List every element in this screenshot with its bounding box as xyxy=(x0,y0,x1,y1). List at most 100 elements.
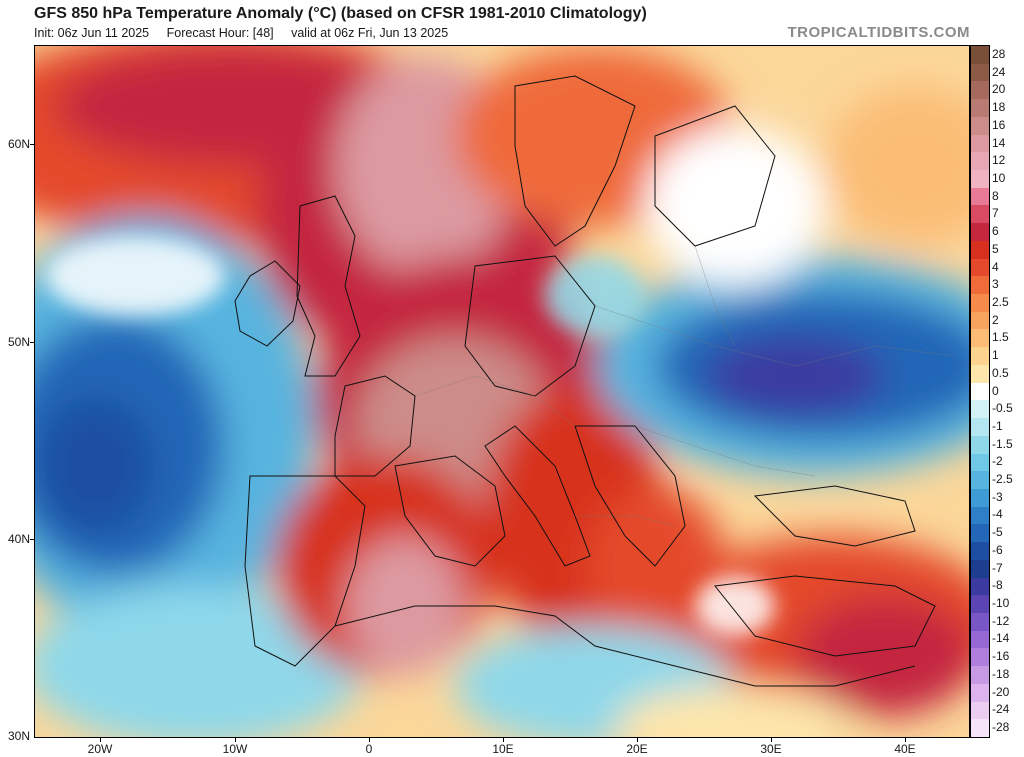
lon-label-20w: 20W xyxy=(87,742,113,756)
colorbar-swatch xyxy=(971,81,989,100)
colorbar-swatch xyxy=(971,418,989,437)
lat-label-60n: 60N xyxy=(7,137,30,151)
colorbar-label: -2 xyxy=(992,454,1003,469)
colorbar-swatch xyxy=(971,382,989,401)
colorbar-swatch xyxy=(971,577,989,596)
colorbar-label: -24 xyxy=(992,702,1010,717)
colorbar-label: 24 xyxy=(992,64,1006,79)
lon-label-20e: 20E xyxy=(626,742,648,756)
colorbar-swatch xyxy=(971,187,989,206)
colorbar-label: -8 xyxy=(992,578,1003,593)
anomaly-map xyxy=(34,45,970,738)
colorbar-label: 6 xyxy=(992,224,999,239)
colorbar-label: -0.5 xyxy=(992,401,1013,416)
colorbar-label: 5 xyxy=(992,241,999,256)
colorbar-swatch xyxy=(971,666,989,685)
colorbar-label: 14 xyxy=(992,135,1006,150)
colorbar-label: 1 xyxy=(992,348,999,363)
colorbar-swatch xyxy=(971,701,989,720)
lon-label-10w: 10W xyxy=(222,742,248,756)
colorbar-swatch xyxy=(971,311,989,330)
lon-tick xyxy=(369,738,370,742)
lon-tick xyxy=(905,738,906,742)
colorbar-swatch xyxy=(971,99,989,118)
lon-tick xyxy=(503,738,504,742)
lat-tick xyxy=(30,342,34,343)
colorbar-label: -7 xyxy=(992,560,1003,575)
colorbar-label: 12 xyxy=(992,153,1006,168)
colorbar-label: -10 xyxy=(992,596,1010,611)
colorbar-swatch xyxy=(971,506,989,525)
colorbar-swatch xyxy=(971,223,989,242)
colorbar-label: 8 xyxy=(992,188,999,203)
colorbar-label: 28 xyxy=(992,47,1006,61)
colorbar-swatch xyxy=(971,347,989,366)
lat-tick xyxy=(30,144,34,145)
colorbar xyxy=(970,45,990,738)
colorbar-swatch xyxy=(971,276,989,295)
colorbar-label: 1.5 xyxy=(992,330,1009,345)
lat-label-40n: 40N xyxy=(7,532,30,546)
borders xyxy=(414,245,956,527)
colorbar-swatch xyxy=(971,170,989,189)
colorbar-swatch xyxy=(971,205,989,224)
valid-time: valid at 06z Fri, Jun 13 2025 xyxy=(291,26,449,40)
colorbar-label: -1.5 xyxy=(992,436,1013,451)
colorbar-swatch xyxy=(971,435,989,454)
coastlines xyxy=(234,75,936,687)
colorbar-label: -3 xyxy=(992,489,1003,504)
colorbar-label: -28 xyxy=(992,720,1010,734)
colorbar-label: -20 xyxy=(992,684,1010,699)
colorbar-label: 0 xyxy=(992,383,999,398)
colorbar-swatch xyxy=(971,46,989,64)
init-time: Init: 06z Jun 11 2025 xyxy=(34,26,150,40)
colorbar-swatch xyxy=(971,630,989,649)
colorbar-label: 2 xyxy=(992,312,999,327)
colorbar-swatch xyxy=(971,400,989,419)
lon-tick xyxy=(100,738,101,742)
colorbar-label: 0.5 xyxy=(992,365,1009,380)
colorbar-swatch xyxy=(971,683,989,702)
colorbar-swatch xyxy=(971,63,989,82)
colorbar-label: 20 xyxy=(992,82,1006,97)
forecast-hour: Forecast Hour: [48] xyxy=(166,26,274,40)
colorbar-label: -4 xyxy=(992,507,1003,522)
colorbar-swatch xyxy=(971,258,989,277)
colorbar-label: -2.5 xyxy=(992,472,1013,487)
colorbar-label: -14 xyxy=(992,631,1010,646)
colorbar-swatch xyxy=(971,648,989,667)
colorbar-label: -1 xyxy=(992,418,1003,433)
colorbar-swatch xyxy=(971,612,989,631)
colorbar-swatch xyxy=(971,116,989,135)
colorbar-label: -5 xyxy=(992,525,1003,540)
colorbar-swatch xyxy=(971,524,989,543)
colorbar-label: 16 xyxy=(992,117,1006,132)
colorbar-label: 4 xyxy=(992,259,999,274)
colorbar-swatch xyxy=(971,542,989,561)
lat-label-30n: 30N xyxy=(7,729,30,743)
colorbar-swatch xyxy=(971,595,989,614)
colorbar-label: 3 xyxy=(992,277,999,292)
lon-label-0: 0 xyxy=(365,742,373,756)
colorbar-swatch xyxy=(971,134,989,153)
lon-label-10e: 10E xyxy=(492,742,514,756)
colorbar-swatch xyxy=(971,453,989,472)
lon-label-30e: 30E xyxy=(760,742,782,756)
colorbar-swatch xyxy=(971,240,989,259)
colorbar-swatch xyxy=(971,719,989,738)
colorbar-swatch xyxy=(971,471,989,490)
lon-tick xyxy=(771,738,772,742)
colorbar-swatch xyxy=(971,488,989,507)
map-subtitle: Init: 06z Jun 11 2025 Forecast Hour: [48… xyxy=(34,26,462,40)
colorbar-swatch xyxy=(971,329,989,348)
colorbar-swatch xyxy=(971,152,989,171)
colorbar-label: -6 xyxy=(992,542,1003,557)
map-title: GFS 850 hPa Temperature Anomaly (°C) (ba… xyxy=(34,5,647,22)
colorbar-label: -12 xyxy=(992,613,1010,628)
anomaly-field xyxy=(35,46,969,737)
lat-label-50n: 50N xyxy=(7,335,30,349)
lat-tick xyxy=(30,539,34,540)
lon-label-40e: 40E xyxy=(894,742,916,756)
colorbar-swatch xyxy=(971,559,989,578)
colorbar-swatch xyxy=(971,294,989,313)
